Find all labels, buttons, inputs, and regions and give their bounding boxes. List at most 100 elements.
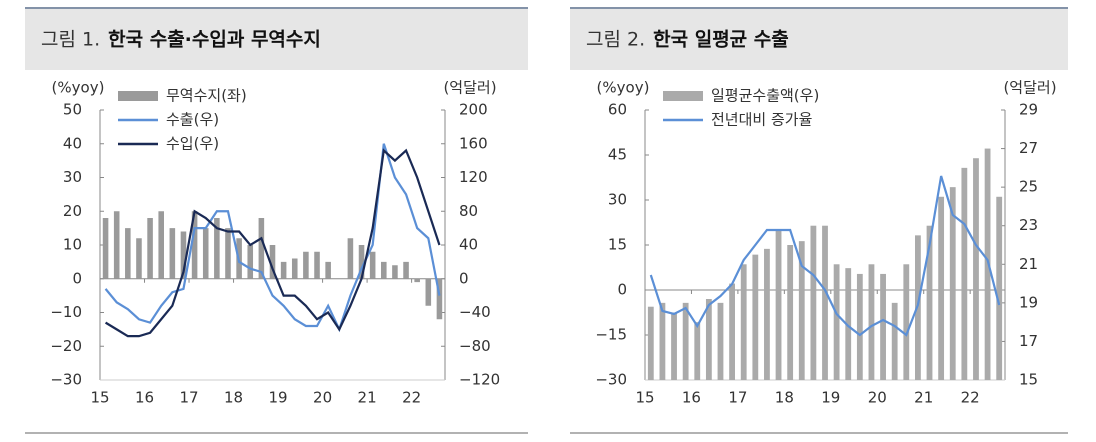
y-tick-label: 0	[617, 281, 627, 299]
y2-tick-label: 0	[459, 269, 469, 287]
bar	[214, 218, 220, 279]
bar	[202, 228, 209, 279]
y2-tick-label: 23	[1019, 216, 1038, 234]
x-tick-label: 16	[682, 389, 701, 407]
bar	[269, 245, 276, 279]
bar	[647, 306, 654, 380]
bar	[752, 254, 759, 380]
header-bg	[25, 9, 528, 70]
y-tick-label: −10	[50, 303, 82, 321]
bar	[303, 251, 309, 279]
y-tick-label: 30	[608, 191, 627, 209]
legend-label: 수입(우)	[166, 135, 219, 153]
y2-tick-label: 25	[1019, 178, 1038, 196]
chart-title: 한국 일평균 수출	[653, 29, 789, 51]
x-tick-label: 17	[728, 389, 747, 407]
bar	[764, 248, 770, 380]
bar	[113, 211, 120, 279]
x-tick-label: 16	[135, 389, 154, 407]
y-axis-label: (%yoy)	[52, 79, 105, 97]
bar	[845, 268, 852, 380]
bar	[682, 302, 689, 380]
bar	[938, 196, 945, 380]
y-tick-label: −15	[595, 326, 627, 344]
bar	[856, 273, 863, 380]
bar	[225, 228, 231, 279]
y-axis-label: (%yoy)	[597, 79, 650, 97]
line	[104, 143, 441, 333]
bar	[810, 225, 817, 380]
figure-label: 그림 1.	[41, 29, 100, 51]
bar	[868, 264, 875, 380]
y-tick-label: 15	[608, 236, 627, 254]
bar	[903, 264, 910, 380]
legend-swatch	[118, 91, 158, 101]
y-tick-label: −30	[50, 371, 82, 389]
bar	[347, 238, 354, 279]
x-tick-label: 20	[313, 389, 332, 407]
line	[104, 148, 441, 338]
bar	[775, 229, 782, 380]
x-tick-label: 18	[775, 389, 794, 407]
bar	[381, 261, 387, 279]
bar	[102, 218, 109, 279]
bar	[787, 245, 794, 380]
bar	[822, 225, 828, 380]
line	[649, 175, 1001, 337]
y2-tick-label: 17	[1019, 332, 1038, 350]
bar	[926, 225, 933, 380]
bar	[314, 251, 320, 279]
y2-tick-label: 80	[459, 202, 478, 220]
y-tick-label: 50	[63, 101, 82, 119]
bar	[280, 261, 287, 279]
legend-label: 수출(우)	[166, 111, 219, 129]
bar	[158, 211, 164, 279]
x-tick-label: 21	[914, 389, 933, 407]
bar	[659, 302, 666, 380]
bar	[891, 302, 898, 380]
bar	[961, 167, 968, 380]
x-tick-label: 22	[402, 389, 421, 407]
y2-tick-label: 21	[1019, 255, 1038, 273]
bar	[729, 283, 735, 380]
bar	[973, 158, 979, 380]
bar	[403, 261, 409, 279]
bar	[169, 228, 176, 279]
x-tick-label: 19	[269, 389, 288, 407]
y-tick-label: 40	[63, 134, 82, 152]
figure-label: 그림 2.	[586, 29, 645, 51]
y-tick-label: 30	[63, 168, 82, 186]
legend-label: 무역수지(좌)	[166, 87, 247, 105]
y-tick-label: 10	[63, 236, 82, 254]
bar	[358, 245, 365, 279]
y2-tick-label: 27	[1019, 139, 1038, 157]
bar	[291, 258, 298, 279]
y2-tick-label: 200	[459, 101, 488, 119]
header-bg	[570, 9, 1068, 70]
y-tick-label: 20	[63, 202, 82, 220]
y-tick-label: 60	[608, 101, 627, 119]
x-tick-label: 15	[90, 389, 109, 407]
bar	[180, 231, 187, 279]
bar	[798, 241, 805, 380]
bar	[125, 228, 131, 279]
legend-swatch	[663, 91, 703, 101]
y2-tick-label: 15	[1019, 371, 1038, 389]
y2-tick-label: 29	[1019, 101, 1038, 119]
bar	[880, 273, 886, 380]
bar	[136, 238, 142, 279]
bar	[949, 187, 956, 380]
bar	[705, 299, 712, 380]
x-tick-label: 17	[179, 389, 198, 407]
legend-label: 일평균수출액(우)	[711, 87, 819, 105]
bar	[247, 245, 254, 279]
y-tick-label: 45	[608, 146, 627, 164]
y-tick-label: −30	[595, 371, 627, 389]
bar	[369, 251, 376, 279]
y2-axis-label: (억달러)	[1003, 79, 1056, 97]
bar	[425, 278, 432, 306]
bar	[258, 218, 265, 279]
y2-tick-label: −80	[459, 337, 491, 355]
y2-axis-label: (억달러)	[443, 79, 496, 97]
